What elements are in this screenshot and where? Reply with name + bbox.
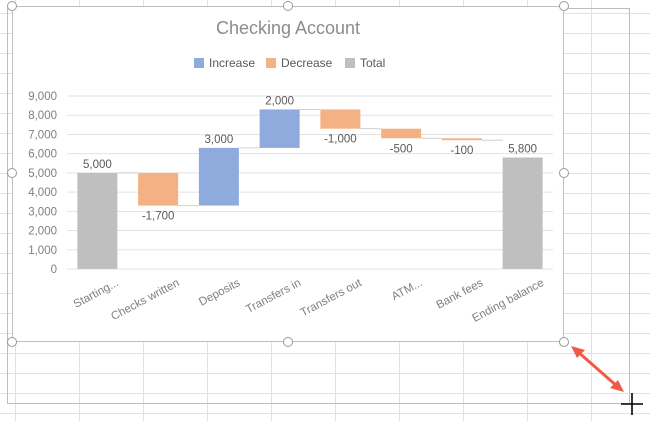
y-tick-label: 4,000 bbox=[28, 187, 57, 199]
legend-swatch-decrease bbox=[266, 58, 276, 68]
legend-swatch-increase bbox=[194, 58, 204, 68]
data-label-3: 3,000 bbox=[204, 134, 233, 146]
legend-label-total: Total bbox=[360, 56, 385, 70]
y-tick-label: 1,000 bbox=[28, 245, 57, 257]
bar-6 bbox=[381, 128, 422, 139]
waterfall-chart: Checking Account Increase Decrease Total 0… bbox=[28, 18, 553, 325]
bar-4 bbox=[259, 109, 300, 148]
resize-handle-top-left[interactable] bbox=[7, 1, 17, 11]
resize-handle-bottom-left[interactable] bbox=[7, 337, 17, 347]
legend-label-increase: Increase bbox=[209, 56, 255, 70]
resize-handle-top-center[interactable] bbox=[283, 1, 293, 11]
data-label-5: -1,000 bbox=[324, 134, 357, 146]
gridlines bbox=[67, 95, 553, 270]
resize-handle-middle-left[interactable] bbox=[7, 168, 17, 178]
y-tick-label: 7,000 bbox=[28, 129, 57, 141]
y-tick-label: 8,000 bbox=[28, 110, 57, 122]
connector-lines bbox=[117, 108, 503, 207]
chart-area[interactable]: Checking Account Increase Decrease Total 0… bbox=[12, 6, 564, 342]
y-tick-label: 0 bbox=[51, 264, 57, 276]
resize-handle-bottom-right[interactable] bbox=[559, 337, 569, 347]
chart-legend[interactable]: Increase Decrease Total bbox=[194, 56, 385, 70]
data-label-1: 5,000 bbox=[83, 159, 112, 171]
chart-title[interactable]: Checking Account bbox=[216, 18, 360, 38]
resize-handle-bottom-center[interactable] bbox=[283, 337, 293, 347]
legend-label-decrease: Decrease bbox=[281, 56, 333, 70]
y-tick-label: 2,000 bbox=[28, 226, 57, 238]
crosshair-cursor-icon bbox=[621, 393, 643, 415]
y-tick-label: 9,000 bbox=[28, 91, 57, 103]
y-tick-label: 6,000 bbox=[28, 149, 57, 161]
bar-8 bbox=[502, 157, 543, 269]
bar-2 bbox=[138, 172, 179, 206]
data-label-6: -500 bbox=[390, 143, 413, 155]
data-label-7: -100 bbox=[450, 145, 473, 157]
bar-3 bbox=[198, 147, 239, 206]
y-axis[interactable]: 0 1,000 2,000 3,000 4,000 5,000 6,000 7,000 8,00… bbox=[28, 91, 57, 276]
data-label-2: -1,700 bbox=[142, 211, 175, 223]
y-tick-label: 5,000 bbox=[28, 168, 57, 180]
y-tick-label: 3,000 bbox=[28, 206, 57, 218]
data-labels: 5,000 -1,700 3,000 2,000 -1,000 -500 -100 5,800 bbox=[83, 95, 537, 222]
data-label-8: 5,800 bbox=[508, 144, 537, 156]
resize-handle-top-right[interactable] bbox=[559, 1, 569, 11]
resize-handle-middle-right[interactable] bbox=[559, 168, 569, 178]
double-arrow-icon bbox=[571, 346, 624, 392]
data-label-4: 2,000 bbox=[265, 95, 294, 107]
bar-7 bbox=[441, 138, 482, 141]
legend-swatch-total bbox=[345, 58, 355, 68]
bar-1 bbox=[77, 172, 118, 269]
bars[interactable] bbox=[77, 109, 543, 269]
bar-5 bbox=[320, 109, 361, 129]
